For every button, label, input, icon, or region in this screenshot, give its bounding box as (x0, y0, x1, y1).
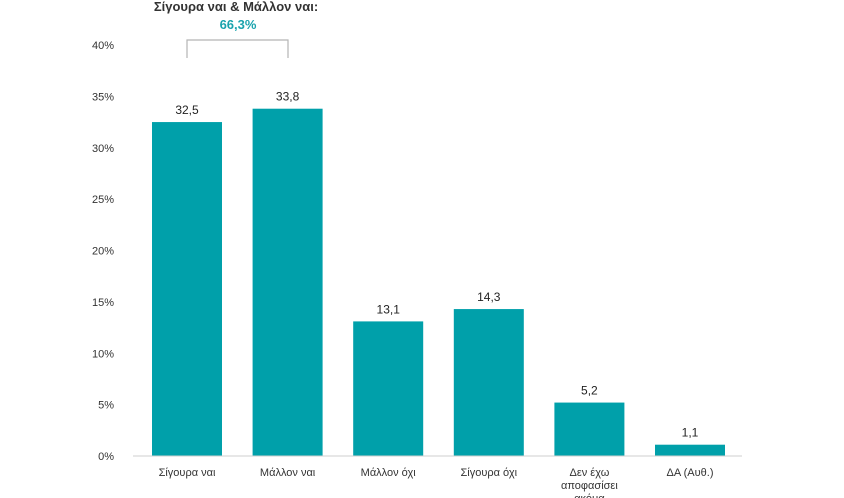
bar-value-label: 32,5 (175, 103, 199, 117)
x-category-label: Σίγουρα ναι (159, 467, 216, 479)
bar (554, 402, 625, 456)
bar (655, 444, 725, 456)
x-category-label: ΔΑ (Αυθ.) (667, 467, 714, 479)
bar (152, 122, 222, 456)
x-category-label: Μάλλον ναι (260, 467, 316, 479)
bar (353, 321, 424, 456)
y-tick-label: 40% (92, 40, 114, 52)
y-tick-label: 0% (98, 451, 114, 463)
y-tick-label: 20% (92, 246, 114, 258)
bar-value-label: 5,2 (581, 384, 598, 398)
y-tick-label: 5% (98, 400, 114, 412)
bars: 32,5 33,8 13,1 14,3 5,2 1,1 (152, 90, 725, 456)
y-axis: 0% 5% 10% 15% 20% 25% 30% 35% 40% (92, 40, 114, 463)
y-tick-label: 15% (92, 297, 114, 309)
bar-value-label: 33,8 (276, 90, 300, 104)
x-axis: Σίγουρα ναι Μάλλον ναι Μάλλον όχι Σίγουρα ό… (159, 467, 714, 498)
bar-value-label: 1,1 (682, 426, 699, 440)
x-category-label: Σίγουρα όχι (461, 467, 518, 479)
annotation-bracket (186, 39, 289, 58)
annotation-title: Σίγουρα ναι & Μάλλον ναι: (154, 0, 318, 14)
bar (252, 108, 323, 456)
y-tick-label: 30% (92, 143, 114, 155)
y-tick-label: 35% (92, 91, 114, 103)
bar-value-label: 14,3 (477, 290, 501, 304)
y-tick-label: 25% (92, 194, 114, 206)
x-category-label: Μάλλον όχι (361, 467, 417, 479)
annotation-value: 66,3% (220, 17, 257, 32)
bar-value-label: 13,1 (377, 302, 401, 316)
bar (453, 309, 524, 456)
y-tick-label: 10% (92, 348, 114, 360)
x-category-label: Δεν έχωαποφασίσειακόμα (561, 467, 618, 498)
